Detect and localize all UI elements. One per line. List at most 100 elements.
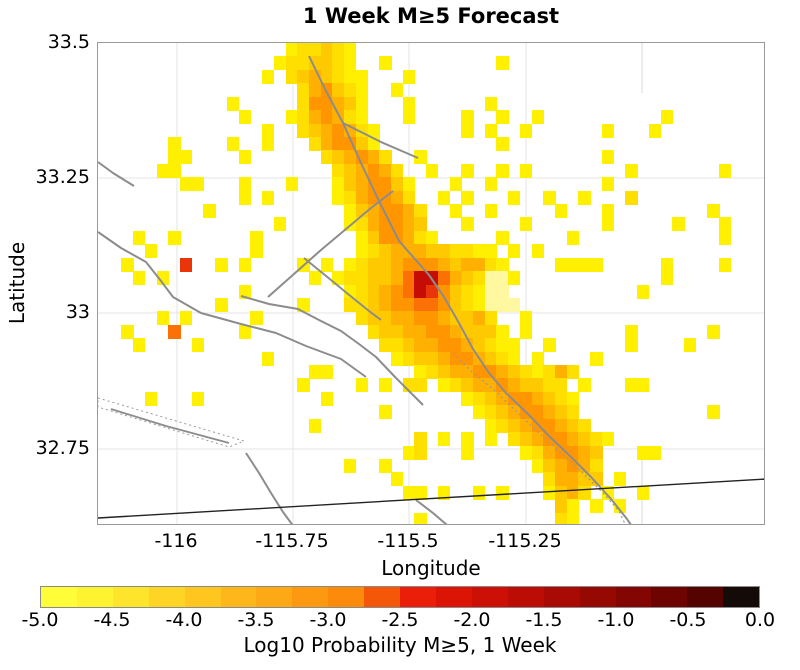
heatmap-cell — [449, 257, 462, 272]
colorbar-segment — [256, 587, 293, 607]
canal-outline-southwest — [98, 397, 245, 448]
heatmap-cell — [344, 297, 357, 312]
heatmap-cell — [414, 230, 427, 245]
heatmap-cell — [355, 271, 369, 286]
heatmap-cell — [719, 217, 732, 232]
heatmap-cell — [648, 445, 662, 460]
heatmap-cell — [390, 351, 404, 366]
heatmap-cell — [320, 69, 333, 84]
colorbar-segment — [292, 587, 329, 607]
colorbar-segment — [471, 587, 508, 607]
heatmap-cell — [496, 378, 509, 393]
heatmap-cell — [461, 324, 474, 339]
heatmap-cell — [426, 351, 439, 366]
heatmap-cell — [578, 378, 591, 393]
heatmap-cell — [625, 190, 638, 205]
heatmap-cell — [461, 378, 474, 393]
heatmap-cell — [414, 311, 427, 326]
heatmap-cell — [379, 177, 392, 192]
heatmap-cell — [613, 472, 626, 487]
heatmap-cell — [707, 405, 720, 420]
heatmap-cell — [250, 311, 263, 326]
heatmap-cell — [707, 324, 720, 339]
heatmap-cell — [543, 378, 556, 393]
heatmap-cell — [531, 445, 544, 460]
heatmap-cell — [238, 110, 251, 125]
heatmap-cell — [285, 56, 298, 71]
heatmap-cell — [402, 257, 415, 272]
heatmap-cell — [437, 432, 451, 447]
colorbar — [40, 586, 760, 608]
heatmap-cell — [320, 110, 333, 125]
heatmap-cell — [390, 324, 404, 339]
heatmap-cell — [601, 485, 615, 500]
heatmap-cell — [355, 284, 369, 299]
heatmap-cell — [226, 136, 240, 151]
heatmap-cell — [367, 123, 380, 138]
heatmap-cell — [543, 338, 556, 353]
heatmap-cell — [437, 190, 451, 205]
heatmap-cell — [414, 432, 427, 447]
heatmap-cell — [367, 163, 380, 178]
heatmap-cell — [437, 365, 451, 380]
heatmap-cell — [344, 96, 357, 111]
heatmap-cell — [379, 458, 392, 473]
heatmap-cell — [461, 190, 474, 205]
heatmap-cell — [449, 324, 462, 339]
heatmap-cell — [390, 204, 404, 219]
heatmap-cell — [355, 311, 369, 326]
heatmap-cell — [531, 391, 544, 406]
heatmap-cell — [484, 204, 498, 219]
heatmap-cell — [250, 230, 263, 245]
heatmap-cell — [414, 445, 427, 460]
border-line — [98, 478, 764, 519]
heatmap-cell — [473, 244, 486, 259]
heatmap-cell — [332, 136, 345, 151]
heatmap-cell — [590, 445, 603, 460]
heatmap-cell — [496, 56, 509, 71]
heatmap-cell — [473, 338, 486, 353]
heatmap-cell — [578, 445, 591, 460]
heatmap-cell — [355, 217, 369, 232]
heatmap-cell — [508, 405, 521, 420]
heatmap-cell — [578, 190, 591, 205]
heatmap-cell — [332, 69, 345, 84]
heatmap-cell — [508, 378, 521, 393]
x-tick-label: -115.75 — [255, 530, 329, 552]
heatmap-cell — [355, 190, 369, 205]
heatmap-cell — [344, 43, 357, 58]
heatmap-cell — [519, 432, 533, 447]
heatmap-cell — [426, 230, 439, 245]
heatmap-cell — [437, 311, 451, 326]
heatmap-cell — [344, 190, 357, 205]
heatmap-cell — [590, 432, 603, 447]
heatmap-cell — [390, 271, 404, 286]
colorbar-segment — [507, 587, 544, 607]
heatmap-cell — [555, 472, 568, 487]
colorbar-tick-label: -5.0 — [21, 609, 59, 631]
heatmap-cell — [344, 163, 357, 178]
heatmap-cell — [566, 499, 580, 514]
heatmap-cell — [555, 257, 568, 272]
heatmap-cell — [320, 150, 333, 165]
heatmap-cell — [367, 177, 380, 192]
heatmap-cell — [156, 311, 169, 326]
heatmap-cell — [414, 324, 427, 339]
heatmap-cell — [473, 257, 486, 272]
heatmap-cell — [601, 150, 615, 165]
heatmap-cell — [566, 391, 580, 406]
heatmap-cell — [297, 56, 310, 71]
heatmap-cell — [390, 190, 404, 205]
heatmap-cell — [648, 123, 662, 138]
heatmap-cell — [344, 458, 357, 473]
heatmap-cell — [461, 432, 474, 447]
heatmap-cell — [414, 485, 427, 500]
heatmap-cell — [484, 271, 498, 286]
heatmap-cell — [344, 257, 357, 272]
heatmap-cell — [437, 324, 451, 339]
heatmap-cell — [449, 177, 462, 192]
heatmap-cell — [496, 230, 509, 245]
heatmap-cell — [426, 244, 439, 259]
heatmap-cell — [473, 297, 486, 312]
heatmap-cell — [414, 271, 427, 286]
